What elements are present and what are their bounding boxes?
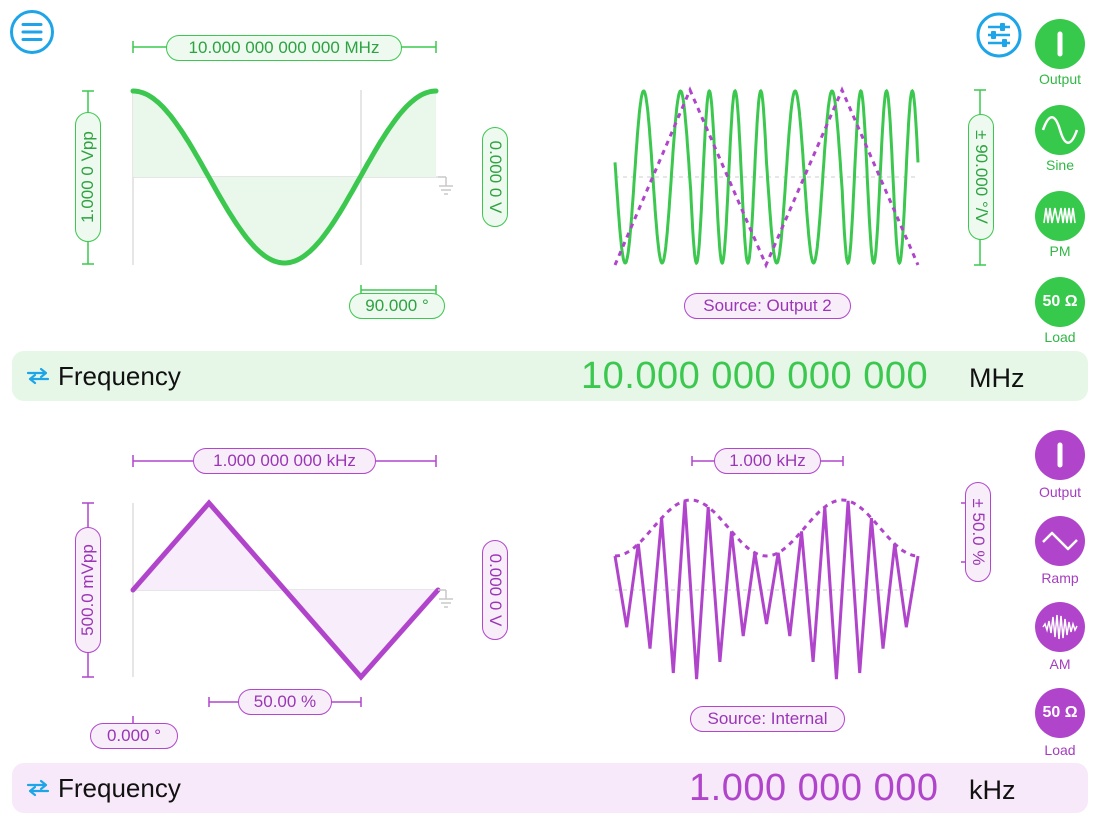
settings-button[interactable] — [976, 12, 1022, 58]
swap-arrows-icon — [26, 779, 50, 797]
ch1-mod-source[interactable]: Source: Output 2 — [684, 293, 851, 319]
ch1-frequency-marker[interactable]: 10.000 000 000 000 MHz — [166, 35, 402, 61]
sliders-icon — [976, 12, 1022, 58]
ramp-wave-icon — [1042, 531, 1078, 551]
menu-button[interactable] — [9, 9, 55, 55]
ch1-frequency-unit[interactable]: MHz — [969, 363, 1025, 393]
ch1-output-label: Output — [1038, 71, 1082, 87]
ch1-modulation-plot — [613, 86, 920, 269]
ch1-frequency-label: Frequency — [58, 361, 181, 391]
ch2-output-label: Output — [1038, 484, 1082, 500]
swap-arrows-icon — [26, 367, 50, 385]
ch2-modulation-plot — [613, 498, 920, 680]
ground-icon — [438, 589, 453, 608]
ch1-waveform-label: Sine — [1045, 157, 1075, 173]
ch1-frequency-bar[interactable]: Frequency 10.000 000 000 000 MHz — [12, 351, 1088, 401]
ch2-mod-frequency-label[interactable]: 1.000 kHz — [714, 448, 821, 474]
ch1-waveform-button[interactable] — [1035, 105, 1085, 155]
ch1-output-button[interactable] — [1035, 19, 1085, 69]
ch2-load-button[interactable]: 50 Ω — [1035, 688, 1085, 738]
ch2-frequency-bar[interactable]: Frequency 1.000 000 000 kHz — [12, 763, 1088, 813]
ch1-amplitude-label[interactable]: 1.000 0 Vpp — [75, 112, 101, 242]
ch2-mod-source[interactable]: Source: Internal — [690, 706, 845, 732]
power-icon — [1057, 442, 1063, 468]
ch2-frequency-value[interactable]: 1.000 000 000 — [689, 767, 939, 809]
pm-wave-icon — [1043, 207, 1076, 224]
ch2-modulation-label: AM — [1049, 656, 1071, 672]
ch2-modulation-button[interactable] — [1035, 602, 1085, 652]
ch2-depth-label[interactable]: ± 50.0 % — [965, 482, 991, 582]
ch1-phase-label[interactable]: 90.000 ° — [349, 293, 445, 319]
ch1-main-plot — [130, 88, 453, 266]
ch2-waveform-button[interactable] — [1035, 516, 1085, 566]
ch2-phase-label[interactable]: 0.000 ° — [90, 723, 178, 749]
ch1-deviation-label[interactable]: ± 90.000 °/V — [968, 114, 994, 240]
ch2-load-label: Load — [1044, 742, 1076, 758]
ch2-amplitude-label[interactable]: 500.0 mVpp — [75, 527, 101, 653]
ch2-frequency-unit[interactable]: kHz — [969, 775, 1016, 805]
ch1-modulation-label: PM — [1049, 243, 1071, 259]
ch2-offset-label[interactable]: 0.000 0 V — [482, 540, 508, 640]
ch1-load-button[interactable]: 50 Ω — [1035, 277, 1085, 327]
power-icon — [1057, 31, 1063, 57]
sine-wave-icon — [1041, 116, 1079, 144]
menu-icon — [10, 10, 54, 54]
ground-icon — [438, 176, 453, 195]
ch1-load-label: Load — [1044, 329, 1076, 345]
ch2-output-button[interactable] — [1035, 430, 1085, 480]
ch2-waveform-label: Ramp — [1041, 570, 1079, 586]
ch2-frequency-label: Frequency — [58, 773, 181, 803]
ch2-main-plot — [130, 499, 453, 681]
am-wave-icon — [1042, 614, 1078, 640]
ch2-frequency-marker[interactable]: 1.000 000 000 kHz — [193, 448, 376, 474]
ch1-modulation-button[interactable] — [1035, 191, 1085, 241]
ch2-symmetry-label[interactable]: 50.00 % — [238, 689, 332, 715]
ch1-offset-label[interactable]: 0.000 0 V — [482, 127, 508, 227]
ch1-frequency-value[interactable]: 10.000 000 000 000 — [581, 355, 929, 397]
